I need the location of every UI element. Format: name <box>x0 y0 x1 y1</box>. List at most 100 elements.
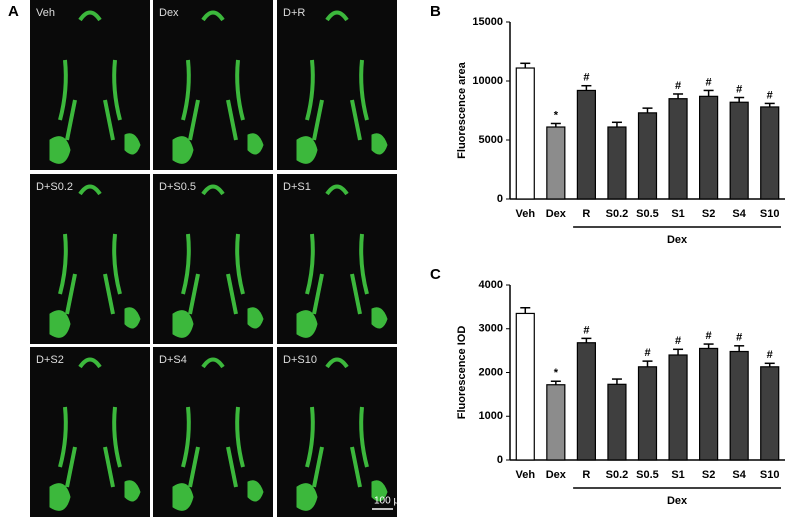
green-structure <box>350 99 362 141</box>
green-structure <box>226 446 238 488</box>
green-structure <box>103 99 115 141</box>
bar <box>699 347 719 461</box>
y-axis-label: Fluorescence IOD <box>456 326 468 420</box>
fluorescence-image: D+R <box>277 0 397 170</box>
green-structure <box>124 307 141 329</box>
green-structure <box>312 273 324 315</box>
green-structure <box>296 310 318 338</box>
group-label: Dex <box>667 495 688 507</box>
fluorescence-image: D+S2 <box>30 347 150 517</box>
panel-label: A <box>8 3 19 20</box>
green-structure <box>305 406 315 468</box>
significance-marker: # <box>583 324 589 336</box>
bar <box>668 354 688 461</box>
significance-marker: # <box>644 347 650 359</box>
green-structure <box>49 310 71 338</box>
fluorescence-image: Dex <box>153 0 273 170</box>
green-structure <box>312 446 324 488</box>
bar <box>607 383 627 461</box>
y-tick-label: 0 <box>497 193 503 205</box>
x-tick-label: Dex <box>546 469 567 481</box>
green-structure <box>172 483 194 511</box>
fluorescence-image: Veh <box>30 0 150 170</box>
fluorescence-image: D+S10 <box>277 347 397 517</box>
x-tick-label: S4 <box>732 469 746 481</box>
significance-marker: # <box>767 89 773 101</box>
green-structure <box>296 136 318 164</box>
green-structure <box>359 406 369 468</box>
green-structure <box>371 307 388 329</box>
green-structure <box>235 406 245 468</box>
green-structure <box>247 480 264 502</box>
green-structure <box>58 59 68 121</box>
bar <box>668 98 688 200</box>
bar <box>729 101 749 200</box>
x-tick-label: Veh <box>515 469 535 481</box>
x-tick-label: R <box>582 469 590 481</box>
x-tick-label: Veh <box>515 208 535 220</box>
bar <box>546 384 566 461</box>
fluorescence-image: D+S4 <box>153 347 273 517</box>
green-structure <box>325 184 349 196</box>
green-structure <box>350 273 362 315</box>
x-tick-label: R <box>582 208 590 220</box>
significance-marker: # <box>736 83 742 95</box>
image-label: D+R <box>283 7 305 19</box>
x-tick-label: S10 <box>760 208 780 220</box>
green-structure <box>350 446 362 488</box>
green-structure <box>188 446 200 488</box>
fluorescence-image: D+S0.5 <box>153 174 273 344</box>
y-tick-label: 4000 <box>479 279 503 291</box>
bar <box>607 126 627 200</box>
green-structure <box>201 10 225 22</box>
y-tick-label: 10000 <box>472 75 503 87</box>
image-label: Veh <box>36 7 55 19</box>
x-tick-label: S0.5 <box>636 469 659 481</box>
group-label: Dex <box>667 234 688 246</box>
green-structure <box>172 310 194 338</box>
green-structure <box>235 59 245 121</box>
green-structure <box>58 233 68 295</box>
green-structure <box>325 10 349 22</box>
green-structure <box>112 406 122 468</box>
green-structure <box>103 273 115 315</box>
significance-marker: # <box>736 332 742 344</box>
y-tick-label: 0 <box>497 454 503 466</box>
scale-bar-label: 100 μm <box>374 496 408 507</box>
y-axis-label: Fluorescence area <box>456 61 468 158</box>
green-structure <box>371 133 388 155</box>
x-tick-label: S2 <box>702 469 715 481</box>
fluorescence-image: D+S0.2 <box>30 174 150 344</box>
green-structure <box>124 480 141 502</box>
x-tick-label: S0.2 <box>606 469 629 481</box>
significance-marker: # <box>675 80 681 92</box>
green-structure <box>124 133 141 155</box>
green-structure <box>103 446 115 488</box>
y-tick-label: 3000 <box>479 323 503 335</box>
x-tick-label: S0.5 <box>636 208 659 220</box>
y-tick-label: 1000 <box>479 410 503 422</box>
green-structure <box>78 10 102 22</box>
significance-marker: * <box>554 109 559 121</box>
bar <box>546 126 566 200</box>
y-tick-label: 15000 <box>472 16 503 28</box>
x-tick-label: S1 <box>671 208 684 220</box>
image-label: D+S1 <box>283 181 311 193</box>
green-structure <box>296 483 318 511</box>
green-structure <box>181 406 191 468</box>
green-structure <box>312 99 324 141</box>
image-label: D+S0.5 <box>159 181 196 193</box>
panel-label: C <box>430 266 441 283</box>
green-structure <box>247 133 264 155</box>
bar <box>760 106 780 200</box>
green-structure <box>226 99 238 141</box>
green-structure <box>78 184 102 196</box>
bar <box>576 342 596 461</box>
green-structure <box>172 136 194 164</box>
green-structure <box>65 446 77 488</box>
green-structure <box>112 233 122 295</box>
green-structure <box>181 59 191 121</box>
panel-label: B <box>430 3 441 20</box>
green-structure <box>188 273 200 315</box>
green-structure <box>359 59 369 121</box>
